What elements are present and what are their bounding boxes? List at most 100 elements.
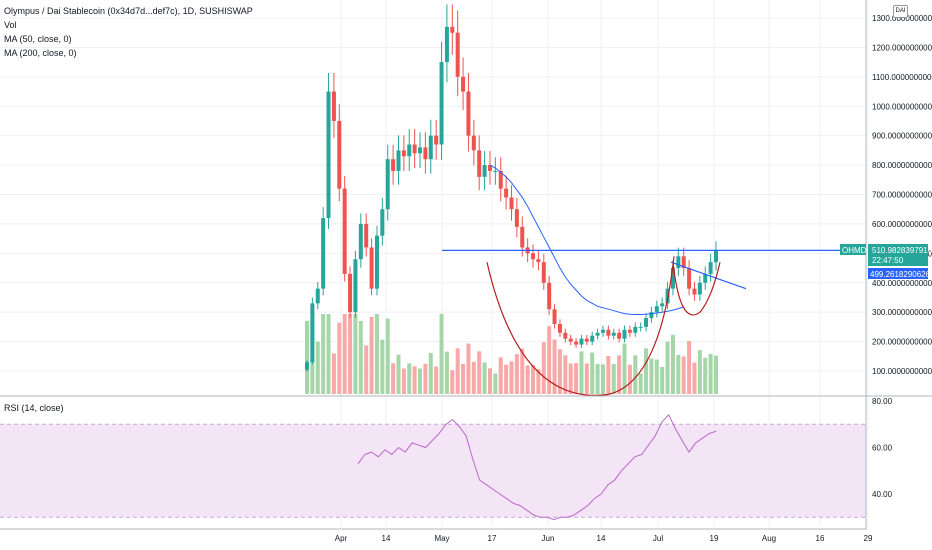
legend-vol[interactable]: Vol <box>4 20 17 30</box>
volume-bar <box>477 351 482 394</box>
x-tick-label: 16 <box>816 534 825 543</box>
candle-body <box>600 329 605 333</box>
candle-body <box>687 268 692 289</box>
volume-bar <box>557 349 562 394</box>
candle-body <box>703 273 708 283</box>
candle-body <box>568 338 573 342</box>
rsi-tick-label: 60.00 <box>872 444 893 453</box>
volume-bar <box>412 366 417 394</box>
volume-bar <box>514 354 519 394</box>
candle-body <box>708 262 713 274</box>
volume-bar <box>552 339 557 394</box>
x-tick-label: 17 <box>488 534 497 543</box>
y-tick-label: 900.0000000000 <box>872 132 932 141</box>
volume-bar <box>509 361 514 394</box>
volume-bar <box>606 356 611 394</box>
volume-bar <box>681 356 686 394</box>
volume-bar <box>428 353 433 394</box>
candle-body <box>697 282 702 295</box>
volume-bar <box>439 314 444 394</box>
volume-bar <box>649 358 654 394</box>
volume-bar <box>563 355 568 394</box>
volume-bar <box>423 363 428 394</box>
candle-body <box>681 256 686 269</box>
y-tick-label: 300.0000000000 <box>872 308 932 317</box>
volume-bar <box>547 326 552 394</box>
candle-body <box>579 338 584 345</box>
volume-bar <box>692 362 697 394</box>
volume-bar <box>687 340 692 394</box>
x-tick-label: 14 <box>382 534 391 543</box>
volume-bar <box>374 314 379 394</box>
volume-bar <box>600 364 605 394</box>
x-tick-label: 29 <box>864 534 873 543</box>
volume-bar <box>536 369 541 394</box>
x-tick-label: Apr <box>335 534 348 543</box>
candle-body <box>364 223 369 248</box>
candle-body <box>638 326 643 328</box>
candle-body <box>418 147 423 154</box>
volume-bar <box>331 353 336 394</box>
y-tick-label: 1200.0000000000 <box>872 43 932 52</box>
candle-body <box>471 135 476 151</box>
volume-bar <box>574 363 579 394</box>
volume-bar <box>708 353 713 394</box>
volume-bar <box>348 314 353 394</box>
candle-body <box>714 250 718 263</box>
volume-bar <box>305 321 309 394</box>
volume-bar <box>444 351 449 394</box>
chart-title: Olympus / Dai Stablecoin (0x34d7d...def7… <box>4 6 253 16</box>
y-tick-label: 100.0000000000 <box>872 367 932 376</box>
candle-body <box>315 288 320 304</box>
volume-bar <box>714 355 718 394</box>
legend-ma200[interactable]: MA (200, close, 0) <box>4 48 77 58</box>
y-tick-label: 1100.0000000000 <box>872 73 932 82</box>
volume-bar <box>461 363 466 394</box>
volume-bar <box>611 363 616 394</box>
volume-bar <box>584 363 589 394</box>
volume-bar <box>590 352 595 394</box>
volume-bar <box>337 322 342 394</box>
candle-body <box>622 329 627 339</box>
volume-bar <box>531 365 536 394</box>
volume-bar <box>385 318 390 394</box>
candle-body <box>482 165 487 177</box>
candle-body <box>455 32 460 77</box>
ma-price-tag: 499.2618290626 <box>870 270 931 279</box>
volume-bar <box>638 373 643 394</box>
candle-body <box>423 147 428 160</box>
candle-body <box>557 323 562 333</box>
volume-bar <box>342 314 347 394</box>
candle-body <box>644 318 649 327</box>
legend-ma50[interactable]: MA (50, close, 0) <box>4 34 72 44</box>
y-tick-label: 600.0000000000 <box>872 220 932 229</box>
candle-body <box>358 223 363 260</box>
rsi-band <box>0 424 866 518</box>
candle-body <box>584 338 589 342</box>
candle-body <box>369 247 374 289</box>
y-tick-label: 800.0000000000 <box>872 161 932 170</box>
candle-body <box>487 165 492 171</box>
candle-body <box>310 303 315 363</box>
chart-drawings[interactable] <box>442 249 866 396</box>
volume-bar <box>617 355 622 394</box>
ma-price-tag-bg <box>868 268 928 279</box>
volume-bar <box>525 365 530 394</box>
candle-body <box>380 209 385 236</box>
volume-bars <box>305 314 718 394</box>
countdown-tag: 22:47:50 <box>872 256 904 265</box>
candle-body <box>434 135 439 145</box>
rsi-tick-label: 40.00 <box>872 490 893 499</box>
candle-body <box>633 326 638 333</box>
volume-bar <box>358 321 363 394</box>
legend-rsi[interactable]: RSI (14, close) <box>4 403 64 413</box>
candle-body <box>547 282 552 310</box>
candle-body <box>552 309 557 324</box>
volume-bar <box>660 366 665 394</box>
currency-badge[interactable]: DAI <box>893 5 908 18</box>
candle-body <box>676 256 681 269</box>
candle-body <box>590 335 595 342</box>
candle-body <box>498 170 503 189</box>
volume-bar <box>665 341 670 394</box>
